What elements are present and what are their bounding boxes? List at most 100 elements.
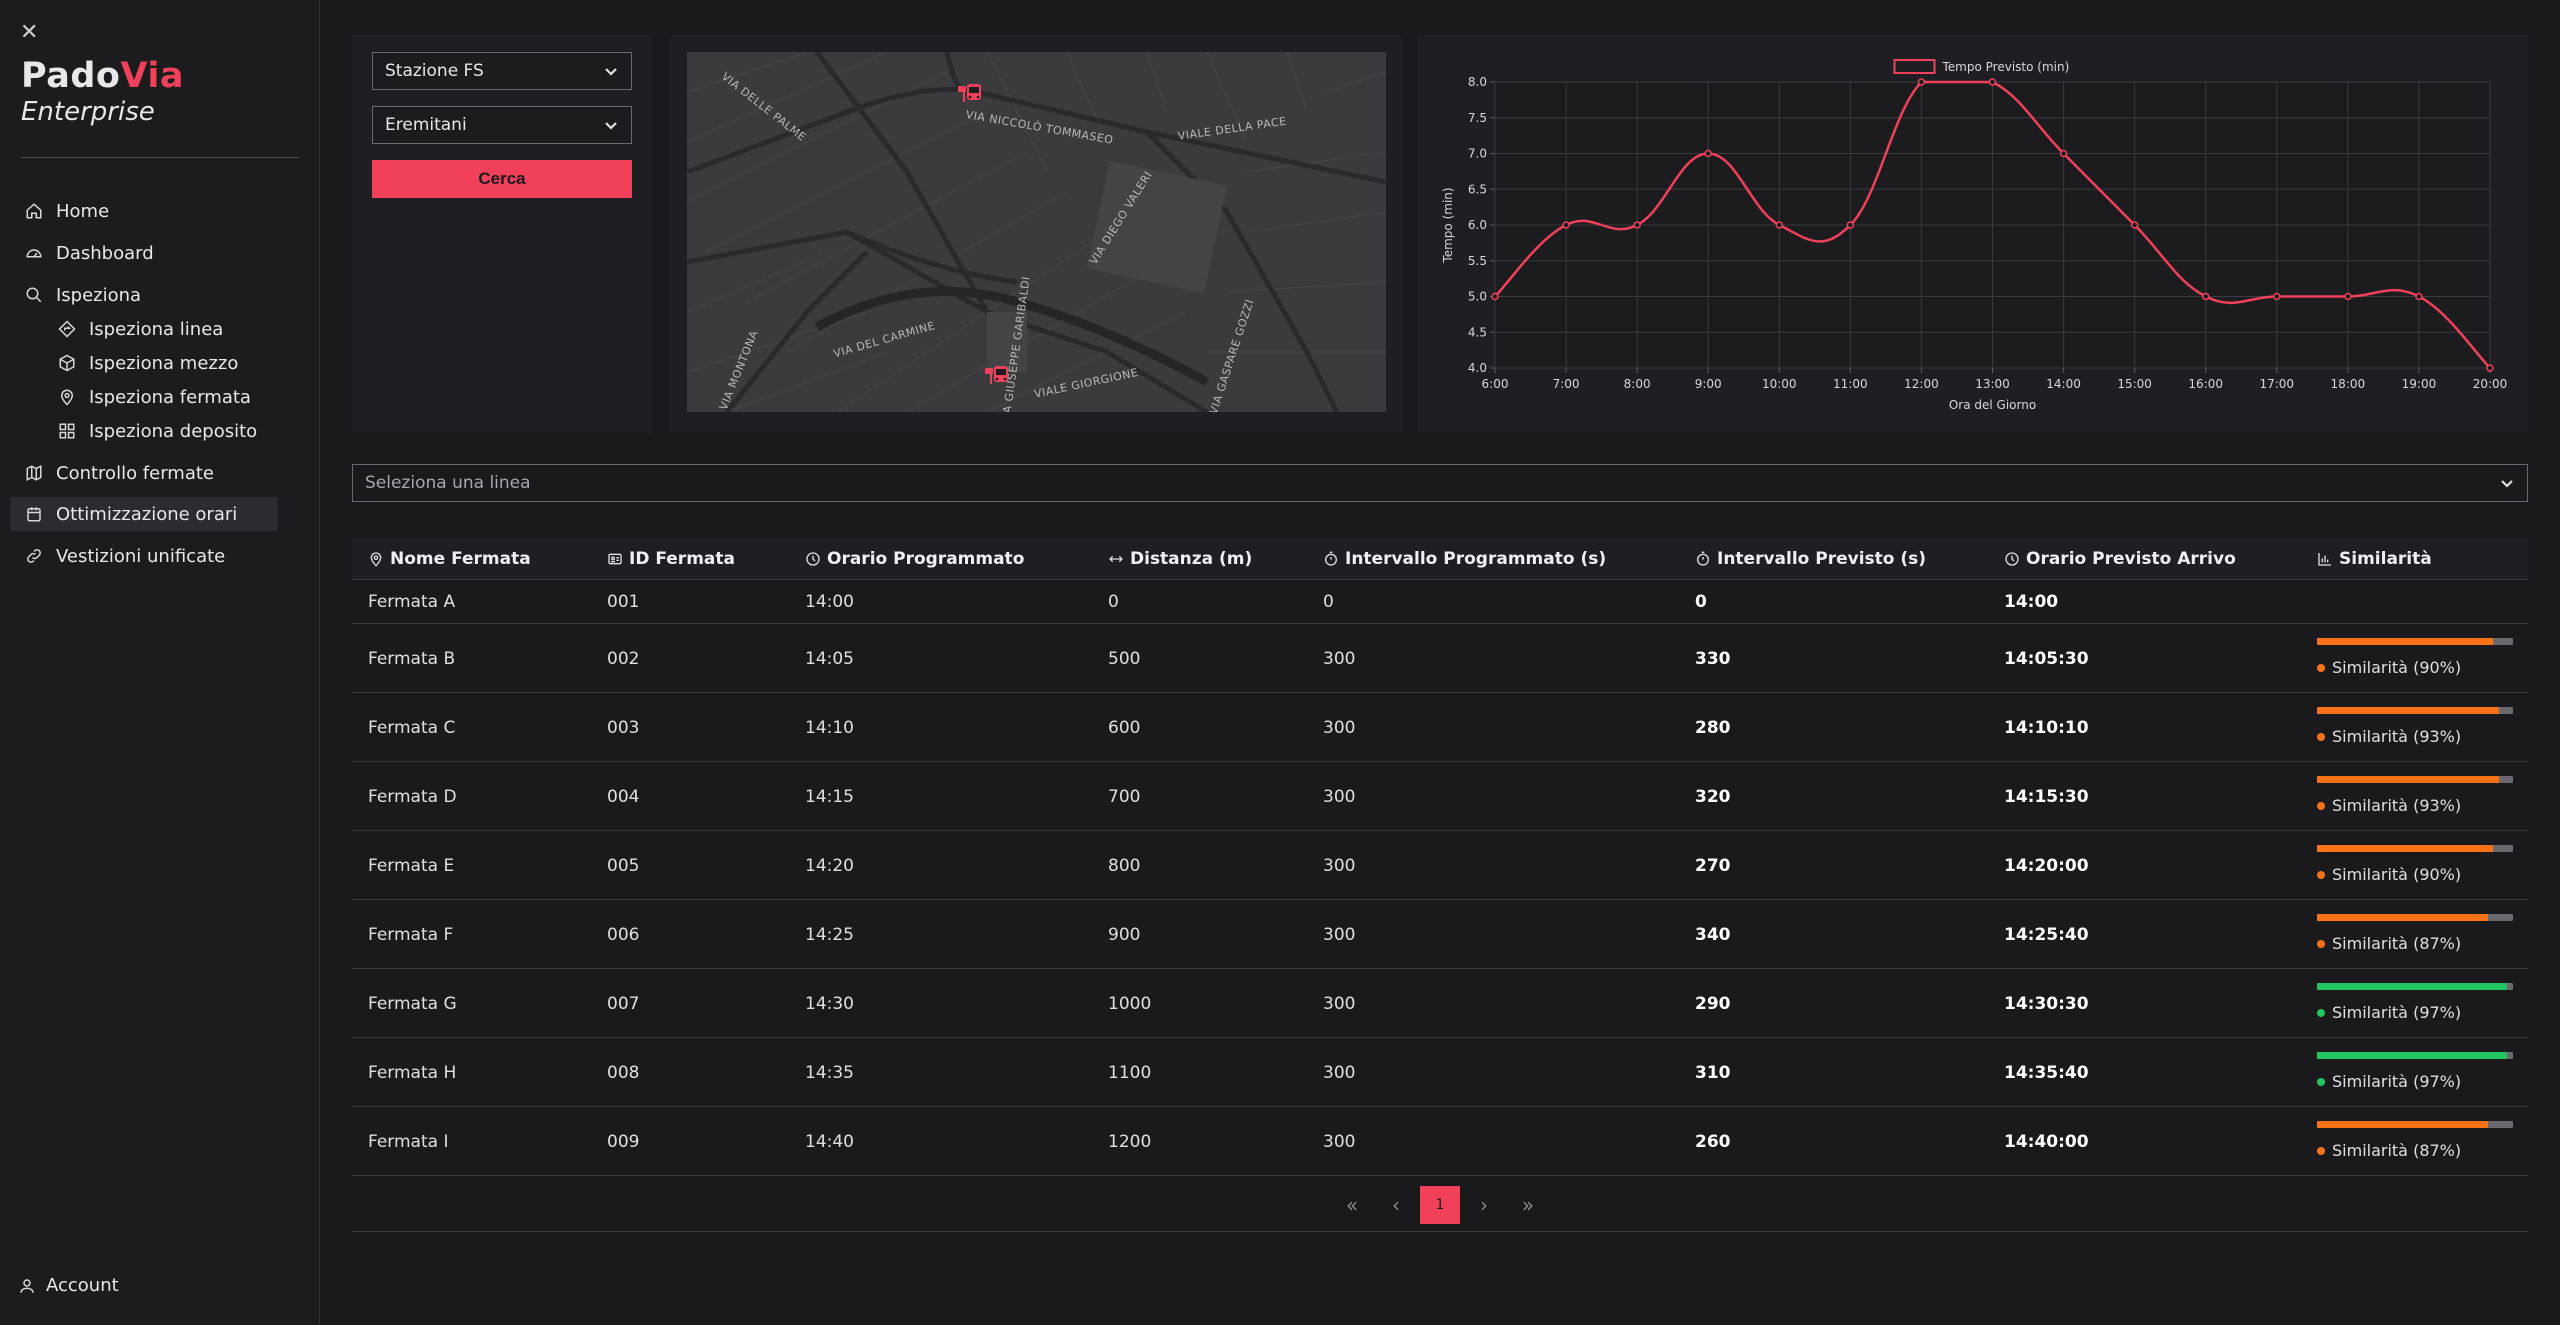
stop-id-cell: 009 (607, 1131, 640, 1152)
stop-name-cell: Fermata D (368, 786, 457, 807)
previous-page-button[interactable]: ‹ (1392, 1193, 1400, 1217)
sidebar-item-ispeziona-deposito[interactable]: Ispeziona deposito (43, 414, 283, 448)
next-page-button[interactable]: › (1480, 1193, 1488, 1217)
table-row[interactable]: Fermata F 006 14:25 900 300 340 14:25:40 Simila… (352, 900, 2528, 969)
column-header-nome-fermata[interactable]: Nome Fermata (368, 538, 531, 580)
y-tick-label: 7.0 (1468, 147, 1487, 161)
status-dot-icon (2317, 663, 2325, 672)
brand-name-a: Pado (21, 56, 121, 96)
table-row[interactable]: Fermata I 009 14:40 1200 300 260 14:40:00 Simil… (352, 1107, 2528, 1176)
grid-icon (57, 421, 77, 441)
x-tick-label: 10:00 (1762, 377, 1797, 391)
x-tick-label: 14:00 (2046, 377, 2081, 391)
column-header-distanza[interactable]: Distanza (m) (1108, 538, 1252, 580)
sidebar-item-label: Controllo fermate (56, 462, 214, 484)
table-row[interactable]: Fermata C 003 14:10 600 300 280 14:10:10 Simila… (352, 693, 2528, 762)
column-header-similarita[interactable]: Similarità (2317, 538, 2432, 580)
data-point (2201, 292, 2210, 301)
sidebar-item-label: Ispeziona deposito (89, 420, 258, 442)
destination-select[interactable]: Eremitani (372, 106, 632, 144)
table-row[interactable]: Fermata A 001 14:00 0 0 0 14:00 (352, 580, 2528, 624)
origin-select[interactable]: Stazione FS (372, 52, 632, 90)
data-point (2273, 292, 2281, 301)
legend-label: Tempo Previsto (min) (1942, 60, 2070, 74)
sidebar-item-ispeziona-mezzo[interactable]: Ispeziona mezzo (43, 346, 283, 380)
column-header-orario-programmato[interactable]: Orario Programmato (805, 538, 1024, 580)
x-tick-label: 11:00 (1833, 377, 1868, 391)
stop-id-cell: 004 (607, 786, 640, 807)
stop-id-cell: 008 (607, 1062, 640, 1083)
predicted-arrival-cell: 14:10:10 (2004, 717, 2089, 738)
sidebar-item-dashboard[interactable]: Dashboard (10, 236, 278, 270)
distance-cell: 700 (1108, 786, 1141, 807)
account-button[interactable]: Account (18, 1275, 119, 1296)
table-row[interactable]: Fermata B 002 14:05 500 300 330 14:05:30 Simila… (352, 624, 2528, 693)
y-tick-label: 6.0 (1468, 218, 1487, 232)
scheduled-time-cell: 14:20 (805, 855, 854, 876)
predicted-arrival-cell: 14:20:00 (2004, 855, 2089, 876)
last-page-button[interactable]: » (1521, 1193, 1535, 1217)
bus-stop-marker[interactable] (982, 362, 1012, 392)
similarity-label-text: Similarità (90%) (2332, 658, 2462, 677)
similarity-bar-fill (2317, 914, 2488, 921)
stop-id-cell: 006 (607, 924, 640, 945)
pagination: « ‹ 1 › » (352, 1174, 2528, 1232)
sidebar-item-label: Ispeziona linea (89, 318, 224, 340)
route-map[interactable]: VIA DELLE PALME VIA NICCOLÒ TOMMASEO VIA… (687, 52, 1386, 412)
scheduled-time-cell: 14:00 (805, 592, 854, 612)
sidebar-item-home[interactable]: Home (10, 194, 278, 228)
x-tick-label: 6:00 (1482, 377, 1509, 391)
table-header: Nome Fermata ID Fermata Orario Programma… (352, 538, 2528, 580)
data-point (1775, 221, 1784, 229)
sidebar-item-ispeziona[interactable]: Ispeziona (10, 278, 278, 312)
sidebar-item-ispeziona-linea[interactable]: Ispeziona linea (43, 312, 283, 346)
similarity-label: Similarità (87%) (2317, 1141, 2461, 1160)
table-row[interactable]: Fermata G 007 14:30 1000 300 290 14:30:30 Simil… (352, 969, 2528, 1038)
scheduled-time-cell: 14:25 (805, 924, 854, 945)
sidebar-item-ottimizzazione-orari[interactable]: Ottimizzazione orari (10, 497, 278, 531)
similarity-bar (2317, 914, 2513, 921)
predicted-arrival-cell: 14:00 (2004, 592, 2059, 612)
y-axis-label: Tempo (min) (1441, 187, 1455, 263)
distance-cell: 500 (1108, 648, 1141, 669)
table-row[interactable]: Fermata E 005 14:20 800 300 270 14:20:00 Simila… (352, 831, 2528, 900)
page-1-button[interactable]: 1 (1420, 1186, 1460, 1224)
similarity-label-text: Similarità (93%) (2332, 727, 2462, 746)
predicted-arrival-cell: 14:05:30 (2004, 648, 2089, 669)
x-tick-label: 13:00 (1975, 377, 2010, 391)
line-select[interactable]: Seleziona una linea (352, 464, 2528, 502)
column-header-orario-previsto-arrivo[interactable]: Orario Previsto Arrivo (2004, 538, 2236, 580)
x-axis-label: Ora del Giorno (1949, 398, 2036, 412)
column-header-intervallo-previsto[interactable]: Intervallo Previsto (s) (1695, 538, 1926, 580)
x-tick-label: 20:00 (2473, 377, 2508, 391)
similarity-label: Similarità (87%) (2317, 934, 2461, 953)
column-header-label: Distanza (m) (1130, 549, 1253, 569)
x-tick-label: 16:00 (2188, 377, 2223, 391)
line-select-placeholder: Seleziona una linea (365, 473, 531, 493)
sidebar-item-ispeziona-fermata[interactable]: Ispeziona fermata (43, 380, 283, 414)
sidebar-item-controllo-fermate[interactable]: Controllo fermate (10, 456, 278, 490)
table-row[interactable]: Fermata D 004 14:15 700 300 320 14:15:30 Simila… (352, 762, 2528, 831)
predicted-interval-cell: 310 (1695, 1062, 1731, 1083)
close-icon[interactable]: ✕ (20, 20, 39, 45)
search-button[interactable]: Cerca (372, 160, 632, 198)
bus-stop-marker[interactable] (955, 80, 985, 110)
x-tick-label: 8:00 (1624, 377, 1651, 391)
stop-name-cell: Fermata G (368, 993, 457, 1014)
sidebar-item-label: Ispeziona mezzo (89, 352, 239, 374)
column-header-id-fermata[interactable]: ID Fermata (607, 538, 735, 580)
data-point (1846, 221, 1855, 229)
sidebar-item-label: Ispeziona fermata (89, 386, 251, 408)
distance-cell: 900 (1108, 924, 1141, 945)
first-page-button[interactable]: « (1345, 1193, 1359, 1217)
scheduled-interval-cell: 0 (1323, 592, 1334, 612)
table-row[interactable]: Fermata H 008 14:35 1100 300 310 14:35:40 Simil… (352, 1038, 2528, 1107)
distance-cell: 0 (1108, 592, 1119, 612)
column-header-intervallo-programmato[interactable]: Intervallo Programmato (s) (1323, 538, 1606, 580)
status-dot-icon (2317, 1077, 2325, 1086)
y-tick-label: 8.0 (1468, 75, 1487, 89)
sidebar-item-vestizioni-unificate[interactable]: Vestizioni unificate (10, 539, 278, 573)
column-header-label: Orario Previsto Arrivo (2026, 549, 2236, 569)
gauge-icon (24, 243, 44, 263)
data-point (1633, 221, 1641, 229)
